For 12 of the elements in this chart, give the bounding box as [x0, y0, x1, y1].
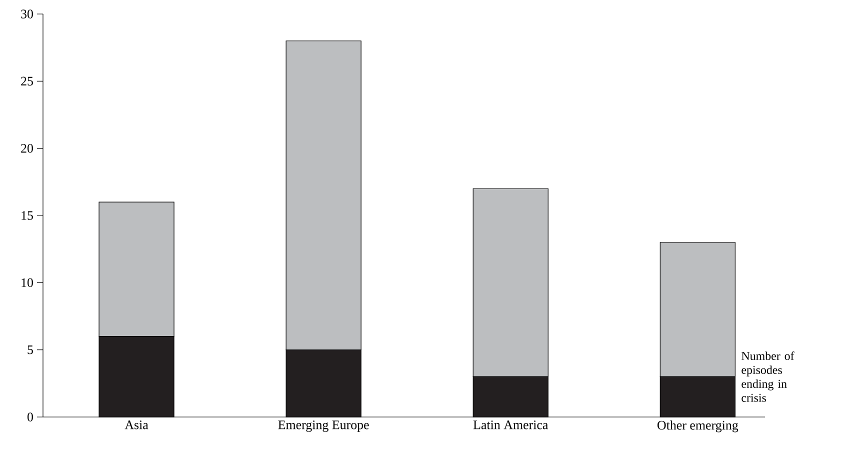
x-tick-label: Asia [124, 420, 148, 430]
series-label: Number of episodes ending in crisis [742, 352, 794, 402]
y-tick-label: 10 [22, 278, 33, 288]
y-tick-label: 20 [21, 144, 33, 153]
x-tick-label: Latin America [473, 420, 548, 430]
x-tick-label: Emerging Europe [278, 420, 369, 432]
y-tick-label: 5 [28, 346, 33, 354]
x-tick-label: Other emerging [658, 420, 738, 432]
y-tick-label: 25 [21, 76, 33, 86]
y-tick-label: 30 [21, 10, 33, 18]
y-tick-label: 15 [22, 211, 33, 220]
y-tick-label: 0 [28, 412, 33, 422]
